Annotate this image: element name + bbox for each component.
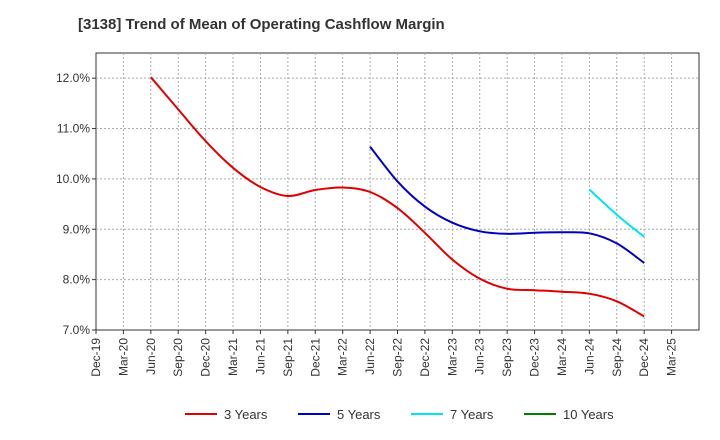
x-tick-label: Dec-23 xyxy=(528,338,542,377)
x-tick-label: Mar-25 xyxy=(665,338,679,376)
x-tick-label: Sep-20 xyxy=(171,338,185,377)
legend-label: 3 Years xyxy=(224,407,268,422)
chart-title: [3138] Trend of Mean of Operating Cashfl… xyxy=(78,16,445,33)
x-axis: Dec-19 Mar-20 Jun-20 Sep-20 Dec-20 Mar-21 Jun-… xyxy=(89,330,679,377)
x-tick-label: Mar-21 xyxy=(226,338,240,376)
x-tick-label: Dec-20 xyxy=(199,338,213,377)
x-tick-label: Mar-20 xyxy=(116,338,130,376)
legend: 3 Years 5 Years 7 Years 10 Years xyxy=(185,407,614,422)
x-tick-label: Dec-22 xyxy=(418,338,432,377)
x-tick-label: Dec-24 xyxy=(637,338,651,377)
y-tick-label: 8.0% xyxy=(63,273,91,287)
x-tick-label: Sep-21 xyxy=(281,338,295,377)
series-line-5-years xyxy=(369,146,645,264)
x-tick-label: Dec-21 xyxy=(308,338,322,377)
x-tick-label: Jun-20 xyxy=(144,338,158,375)
x-tick-label: Sep-24 xyxy=(610,338,624,377)
y-tick-label: 7.0% xyxy=(63,323,91,337)
series-line-7-years xyxy=(588,188,645,238)
y-tick-label: 10.0% xyxy=(56,172,90,186)
x-tick-label: Jun-23 xyxy=(473,338,487,375)
x-tick-label: Sep-23 xyxy=(500,338,514,377)
x-tick-label: Jun-21 xyxy=(253,338,267,375)
y-axis: 7.0% 8.0% 9.0% 10.0% 11.0% 12.0% xyxy=(56,71,96,337)
series-line-3-years xyxy=(150,76,645,318)
x-tick-label: Sep-22 xyxy=(391,338,405,377)
x-tick-label: Mar-22 xyxy=(336,338,350,376)
series-lines xyxy=(150,76,645,318)
x-tick-label: Jun-22 xyxy=(363,338,377,375)
legend-label: 7 Years xyxy=(450,407,494,422)
x-tick-label: Mar-24 xyxy=(555,338,569,376)
x-tick-label: Mar-23 xyxy=(445,338,459,376)
plot-area xyxy=(95,52,700,331)
x-tick-label: Jun-24 xyxy=(582,338,596,375)
legend-label: 5 Years xyxy=(337,407,381,422)
gridlines xyxy=(96,53,699,330)
y-tick-label: 9.0% xyxy=(63,222,91,236)
legend-label: 10 Years xyxy=(563,407,614,422)
y-tick-label: 12.0% xyxy=(56,71,90,85)
x-tick-label: Dec-19 xyxy=(89,338,103,377)
y-tick-label: 11.0% xyxy=(57,122,90,136)
